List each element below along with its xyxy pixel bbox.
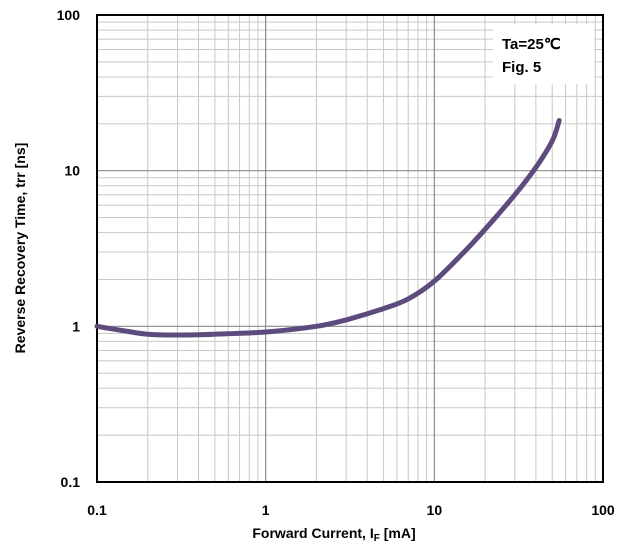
grid-minor (97, 15, 603, 482)
annotation-condition: Ta=25℃ (502, 36, 561, 53)
x-tick-label: 100 (591, 502, 615, 518)
x-tick-label: 10 (427, 502, 443, 518)
plot-frame (96, 14, 604, 483)
annotation-box: Ta=25℃ Fig. 5 (493, 24, 594, 84)
y-tick-label: 0.1 (61, 474, 81, 490)
y-tick-label: 100 (57, 7, 81, 23)
annotation-figure: Fig. 5 (502, 59, 541, 76)
x-tick-label: 0.1 (87, 502, 107, 518)
x-tick-label: 1 (262, 502, 270, 518)
y-axis-title: Reverse Recovery Time, trr [ns] (12, 143, 28, 354)
grid-major (97, 15, 603, 482)
series-line-1 (94, 118, 562, 338)
y-tick-label: 1 (72, 318, 80, 334)
series-layer (94, 118, 562, 338)
annotation-background (493, 24, 594, 84)
tick-labels: 0.1 1 10 100 0.1 1 10 100 (57, 7, 615, 518)
y-tick-label: 10 (64, 163, 80, 179)
x-axis-title: Forward Current, IF [mA] (252, 525, 415, 544)
